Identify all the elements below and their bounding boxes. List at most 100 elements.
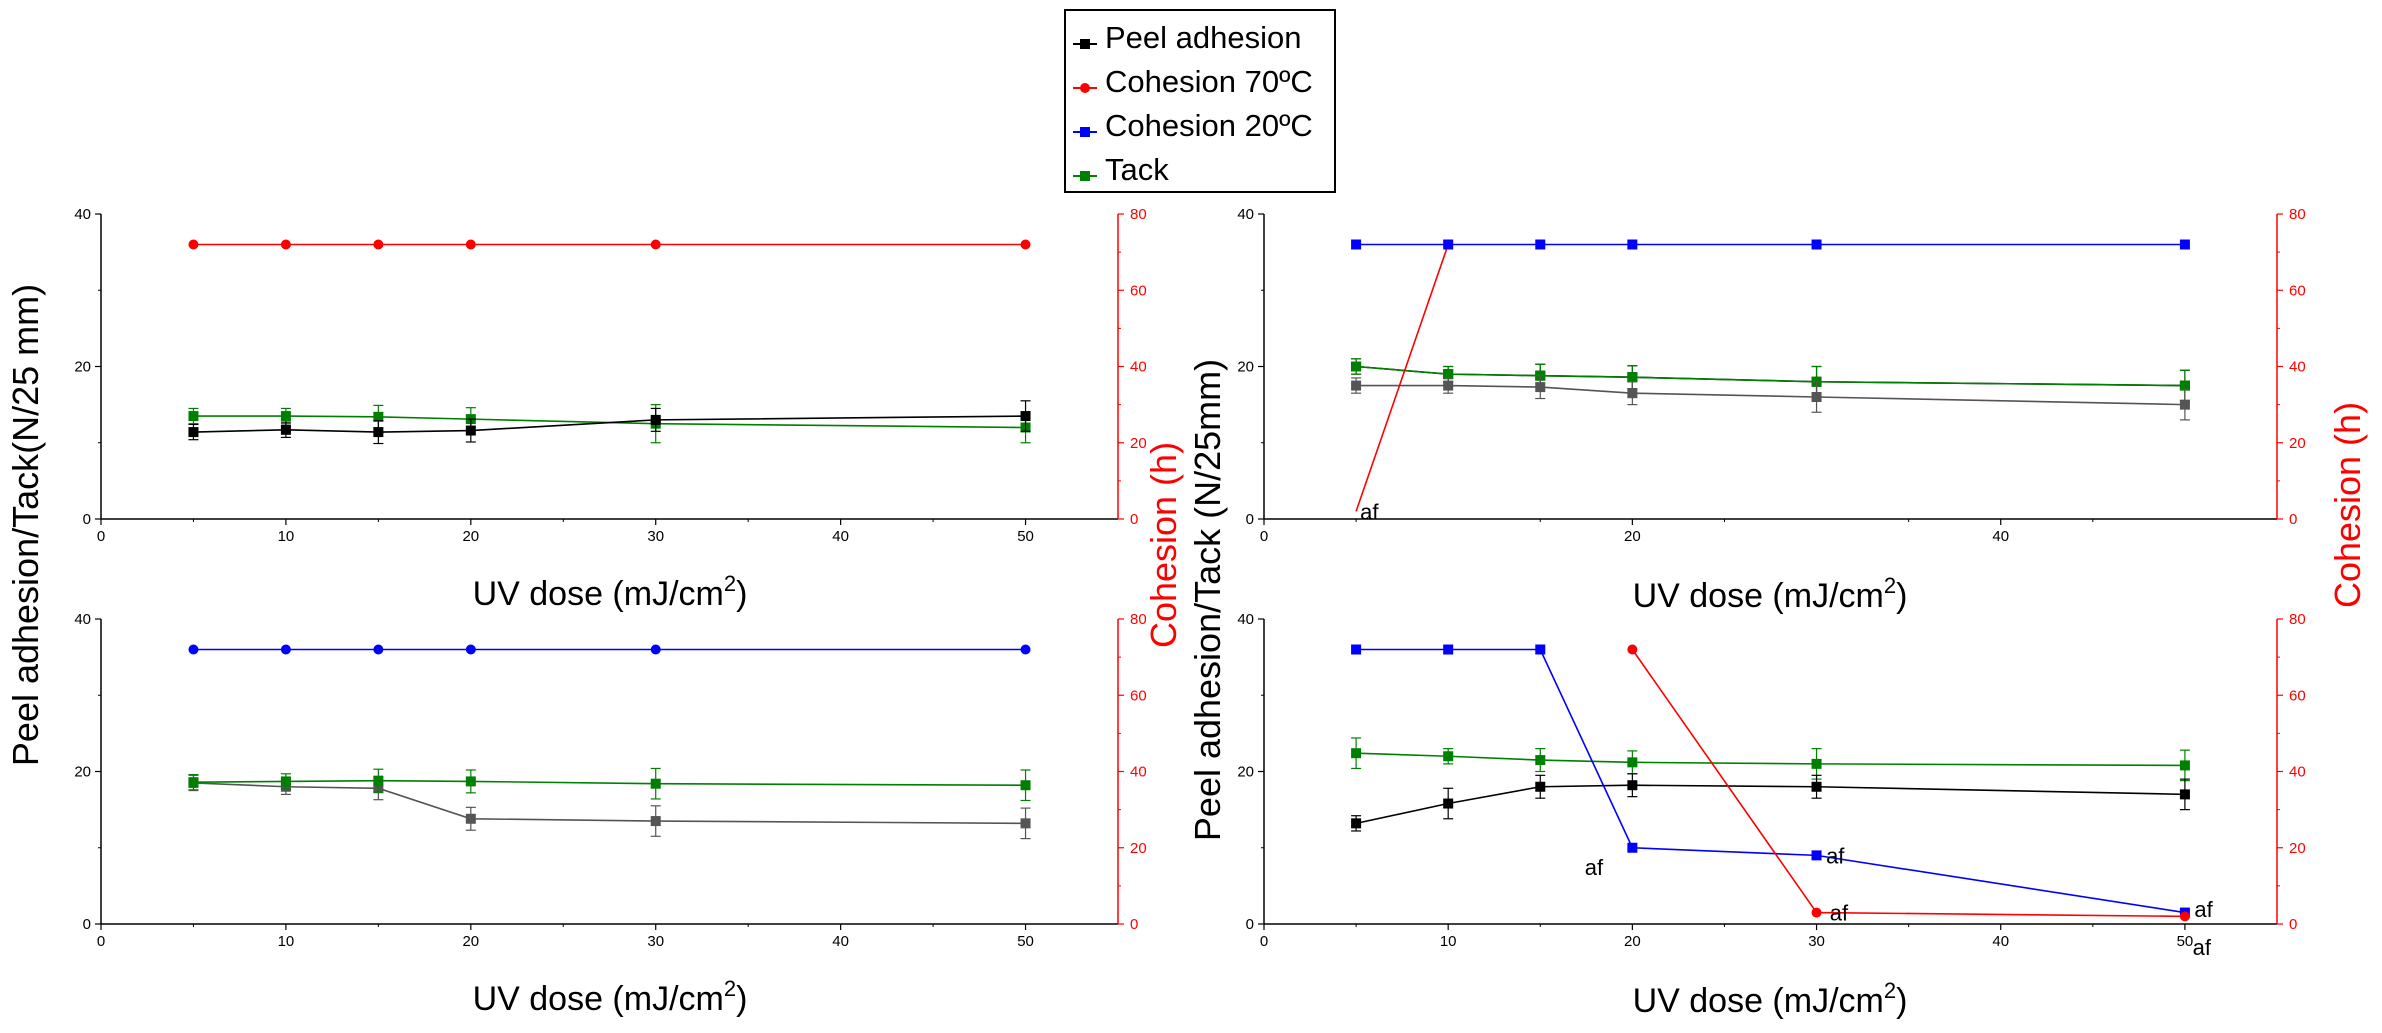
x-tick-label: 50 <box>2177 933 2194 950</box>
data-point <box>2179 399 2190 410</box>
data-point <box>465 644 476 655</box>
data-point <box>465 813 476 824</box>
data-point <box>1627 842 1638 853</box>
y-tick-label-left: 0 <box>1246 916 1254 933</box>
x-tick-label: 10 <box>278 528 295 545</box>
data-point <box>650 644 661 655</box>
data-point <box>650 414 661 425</box>
data-point <box>1535 239 1546 250</box>
legend-item-peel: Peel adhesion <box>1073 20 1302 55</box>
series-peel-adhesion <box>188 400 1031 445</box>
series-line <box>193 779 1026 787</box>
x-tick-label: 0 <box>97 528 105 545</box>
data-point <box>1627 780 1638 791</box>
x-axis-label-top-right: UV dose (mJ/cm2) <box>1633 573 1908 615</box>
series-line <box>1356 365 2185 387</box>
data-point <box>188 239 199 250</box>
y-tick-label-right: 80 <box>2289 206 2306 223</box>
data-point <box>1351 748 1362 759</box>
series-tack <box>1351 737 2190 782</box>
data-point <box>1443 798 1454 809</box>
y-tick-label-right: 0 <box>1130 511 1138 528</box>
y-tick-label-left: 20 <box>74 359 91 376</box>
x-tick-label: 10 <box>1440 933 1457 950</box>
y-axis-label-right-bottom: Cohesion (h) <box>2327 402 2368 608</box>
data-point <box>1020 818 1031 829</box>
data-point <box>1627 372 1638 383</box>
annotation-label: af <box>1360 499 1379 524</box>
series-cohesion-70-c <box>188 239 1031 250</box>
y-tick-label-left: 20 <box>1237 764 1254 781</box>
y-tick-label-right: 40 <box>1130 359 1147 376</box>
y-tick-label-right: 20 <box>2289 435 2306 452</box>
y-tick-label-right: 0 <box>2289 511 2297 528</box>
series-tack <box>188 404 1031 444</box>
legend-frame <box>1064 9 1336 193</box>
data-point <box>188 644 199 655</box>
data-point <box>1627 757 1638 768</box>
y-tick-label-left: 0 <box>1246 511 1254 528</box>
legend-item-tack: Tack <box>1073 152 1169 187</box>
x-axis-label-bottom-left: UV dose (mJ/cm2) <box>473 976 748 1018</box>
x-tick-label: 40 <box>1992 528 2009 545</box>
data-point <box>2179 239 2190 250</box>
series-line <box>1355 244 1449 512</box>
legend-label: Peel adhesion <box>1105 20 1302 55</box>
legend-label: Tack <box>1105 152 1169 187</box>
series-peel-adhesion <box>1351 773 2190 832</box>
series-cohesion-20-c <box>1351 644 2190 918</box>
data-point <box>1443 380 1454 391</box>
y-tick-label-right: 20 <box>1130 435 1147 452</box>
data-point <box>465 239 476 250</box>
data-point <box>188 411 199 422</box>
data-point <box>280 776 291 787</box>
data-point <box>1351 239 1362 250</box>
data-point <box>2179 380 2190 391</box>
data-point <box>1627 239 1638 250</box>
y-tick-label-right: 60 <box>1130 282 1147 299</box>
data-point <box>1443 239 1454 250</box>
y-tick-label-right: 60 <box>1130 687 1147 704</box>
chart-panel-bottom-left: 0 10 20 30 40 50 0 20 40 0 20 40 60 80 <box>74 611 1146 950</box>
y-tick-label-left: 40 <box>1237 611 1254 628</box>
x-tick-label: 20 <box>462 528 479 545</box>
data-point <box>280 239 291 250</box>
data-point <box>1443 369 1454 380</box>
data-point <box>1020 644 1031 655</box>
data-point <box>373 239 384 250</box>
y-tick-label-left: 20 <box>74 764 91 781</box>
data-point <box>188 777 199 788</box>
data-point <box>1811 850 1822 861</box>
data-point <box>1627 644 1638 655</box>
y-tick-label-right: 80 <box>1130 206 1147 223</box>
data-point <box>1535 755 1546 766</box>
annotation-label: af <box>2193 935 2212 960</box>
data-point <box>2179 911 2190 922</box>
y-tick-label-right: 20 <box>1130 840 1147 857</box>
x-tick-label: 0 <box>97 933 105 950</box>
y-axis-label-left-top: Peel adhesion/Tack(N/25 mm) <box>5 284 46 766</box>
x-tick-label: 30 <box>1808 933 1825 950</box>
chart-panel-bottom-right: 0 10 20 30 40 50 0 20 40 0 20 40 60 80 af af af af af <box>1237 611 2305 960</box>
data-point <box>1351 380 1362 391</box>
y-tick-label-right: 0 <box>2289 916 2297 933</box>
data-point <box>650 816 661 827</box>
series-cohesion-70-c <box>1355 244 1449 512</box>
chart-panel-top-right: 0 20 40 0 20 40 0 20 40 60 80 af <box>1237 206 2305 545</box>
x-tick-label: 40 <box>832 933 849 950</box>
x-tick-label: 40 <box>1992 933 2009 950</box>
annotation-label: af <box>1826 843 1845 868</box>
data-point <box>2179 760 2190 771</box>
legend-item-cohesion20: Cohesion 20ºC <box>1073 108 1313 143</box>
x-tick-label: 30 <box>647 528 664 545</box>
data-point <box>1535 644 1546 655</box>
y-tick-label-right: 80 <box>2289 611 2306 628</box>
data-point <box>188 427 199 438</box>
series-cohesion-70-c <box>1627 644 2190 922</box>
y-tick-label-left: 20 <box>1237 359 1254 376</box>
data-point <box>2179 789 2190 800</box>
x-tick-label: 20 <box>462 933 479 950</box>
data-point <box>1811 239 1822 250</box>
x-axis-label-top-left: UV dose (mJ/cm2) <box>473 571 748 613</box>
